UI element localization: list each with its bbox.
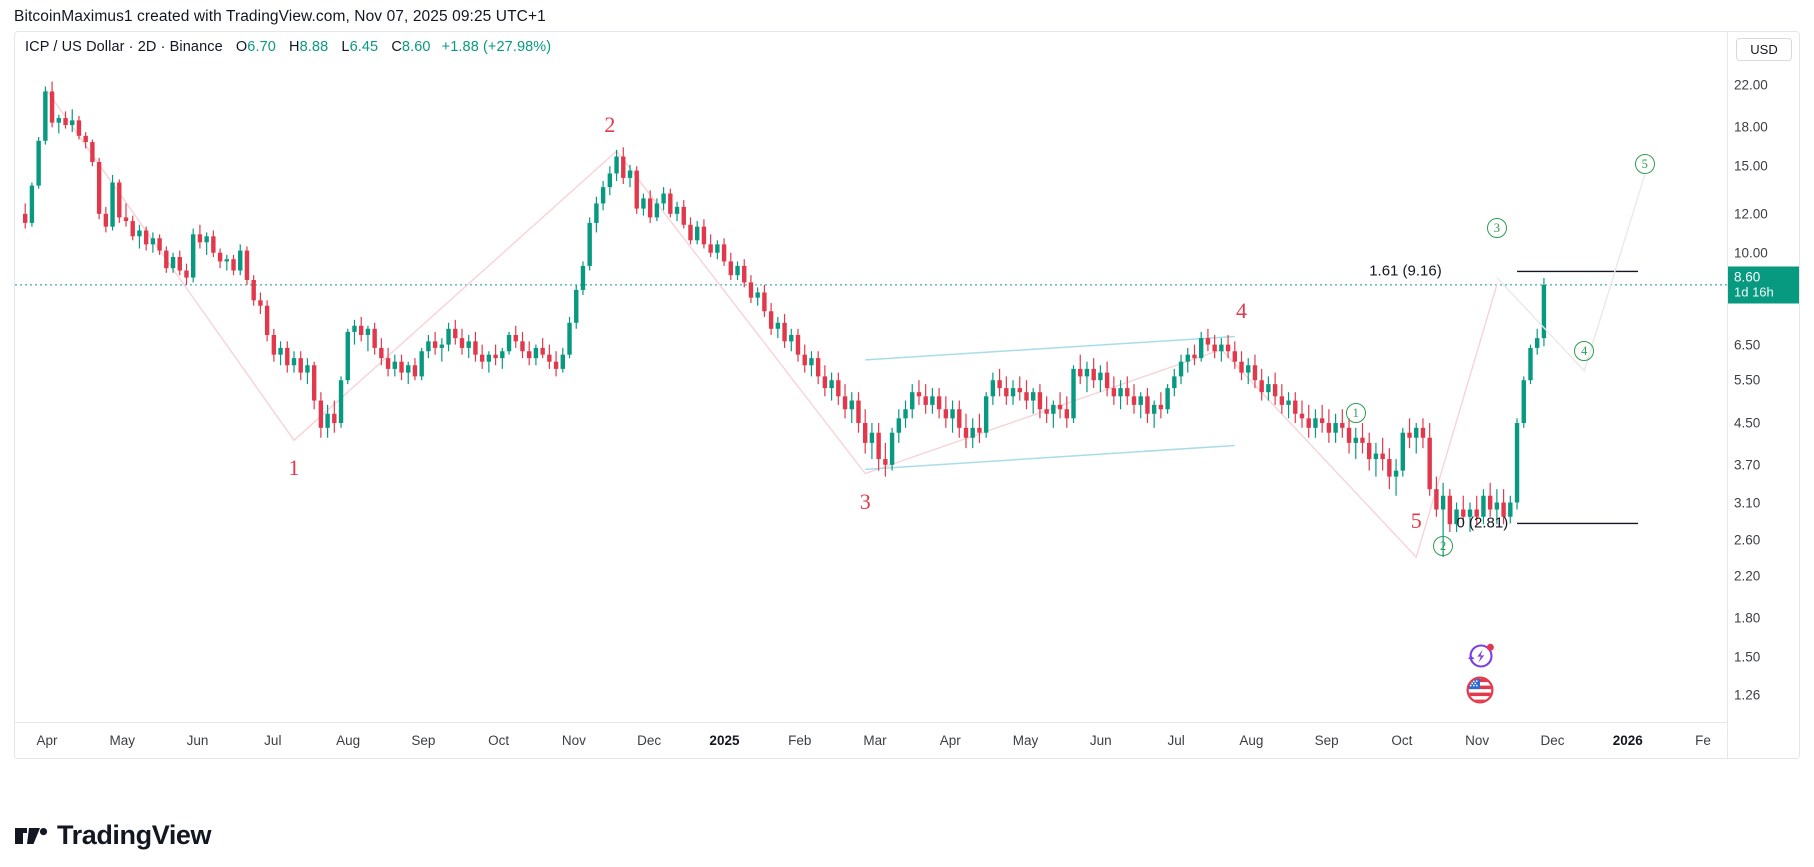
wave-label-1: 1 <box>288 455 300 481</box>
floating-icon-group <box>1465 641 1495 709</box>
price-tick: 1.26 <box>1734 687 1761 703</box>
open-value: 6.70 <box>247 39 276 55</box>
tradingview-wordmark: TradingView <box>57 820 212 850</box>
time-tick: Sep <box>411 733 436 748</box>
time-tick: 2026 <box>1612 733 1643 748</box>
time-tick: Oct <box>488 733 510 748</box>
price-tick: 1.80 <box>1734 610 1761 626</box>
price-scale[interactable]: USD 22.00 18.00 15.00 12.00 10.00 6.50 5.50 4.5… <box>1727 32 1799 758</box>
time-tick: Jun <box>1089 733 1112 748</box>
time-scale[interactable]: Apr May Jun Jul Aug Sep Oct Nov Dec 2025 Feb Mar Apr… <box>15 722 1727 758</box>
time-tick: Apr <box>939 733 961 748</box>
circled-wave-label-4: 4 <box>1574 340 1595 361</box>
fib-label: 0 (2.81) <box>1456 514 1509 532</box>
time-tick: May <box>109 733 136 748</box>
price-tick: 5.50 <box>1734 372 1761 388</box>
time-tick: Jun <box>186 733 209 748</box>
low-value: 6.45 <box>349 39 379 55</box>
time-tick: 2025 <box>709 733 740 748</box>
chart-plot-area[interactable]: 1 2 3 4 5 1 2 3 4 5 1.61 (9.16) 0 (2.81) <box>15 32 1727 722</box>
time-tick: Dec <box>1540 733 1565 748</box>
change-value: +1.88 (+27.98%) <box>441 39 552 55</box>
ai-sparkle-icon[interactable] <box>1465 641 1495 671</box>
close-value: 8.60 <box>401 39 431 55</box>
price-tick: 22.00 <box>1734 77 1768 93</box>
price-tick: 4.50 <box>1734 415 1761 431</box>
currency-chip[interactable]: USD <box>1736 38 1792 61</box>
circled-wave-label-3: 3 <box>1486 218 1507 239</box>
chart-frame: ICP / US Dollar · 2D · Binance O6.70 H8.… <box>14 31 1800 759</box>
high-label: H <box>289 39 300 55</box>
attribution-text: BitcoinMaximus1 created with TradingView… <box>14 8 546 25</box>
time-tick: Mar <box>863 733 887 748</box>
time-tick: May <box>1012 733 1039 748</box>
bar-countdown: 1d 16h <box>1734 284 1774 300</box>
time-tick: Nov <box>1465 733 1490 748</box>
wave-label-4: 4 <box>1236 298 1248 324</box>
price-tick: 1.50 <box>1734 649 1761 665</box>
wave-label-3: 3 <box>859 488 871 514</box>
time-tick: Nov <box>561 733 586 748</box>
high-value: 8.88 <box>299 39 329 55</box>
time-tick: Sep <box>1314 733 1339 748</box>
us-flag-events-icon[interactable] <box>1465 675 1495 705</box>
symbol-title[interactable]: ICP / US Dollar · 2D · Binance <box>25 39 223 55</box>
price-tick: 10.00 <box>1734 245 1768 261</box>
tradingview-logo-icon <box>15 827 48 844</box>
close-label: C <box>391 39 402 55</box>
wave-label-2: 2 <box>604 112 616 138</box>
time-tick: Fe <box>1695 733 1711 748</box>
chart-legend: ICP / US Dollar · 2D · Binance O6.70 H8.… <box>25 39 551 55</box>
price-tick: 3.10 <box>1734 495 1761 510</box>
time-tick: Oct <box>1391 733 1413 748</box>
circled-wave-label-2: 2 <box>1433 536 1454 557</box>
price-tick: 3.70 <box>1734 457 1761 473</box>
current-price-value: 8.60 <box>1734 269 1761 285</box>
time-tick: Aug <box>336 733 361 748</box>
time-tick: Jul <box>1167 733 1185 748</box>
circled-wave-label-1: 1 <box>1345 402 1366 423</box>
circled-wave-label-5: 5 <box>1634 153 1655 174</box>
tradingview-footer-logo: TradingView <box>14 820 212 851</box>
price-tick: 12.00 <box>1734 206 1768 222</box>
wave-label-5: 5 <box>1410 508 1422 534</box>
open-label: O <box>235 39 248 55</box>
current-price-badge: 8.60 1d 16h <box>1728 266 1799 304</box>
time-tick: Aug <box>1239 733 1264 748</box>
time-tick: Jul <box>264 733 282 748</box>
time-tick: Dec <box>637 733 662 748</box>
price-tick: 18.00 <box>1734 119 1768 135</box>
time-tick: Feb <box>788 733 812 748</box>
time-tick: Apr <box>36 733 58 748</box>
fib-label: 1.61 (9.16) <box>1369 262 1442 280</box>
price-tick: 15.00 <box>1734 158 1768 174</box>
price-tick: 2.60 <box>1734 532 1761 548</box>
price-tick: 2.20 <box>1734 568 1761 584</box>
price-tick: 6.50 <box>1734 337 1761 353</box>
low-label: L <box>341 39 350 55</box>
